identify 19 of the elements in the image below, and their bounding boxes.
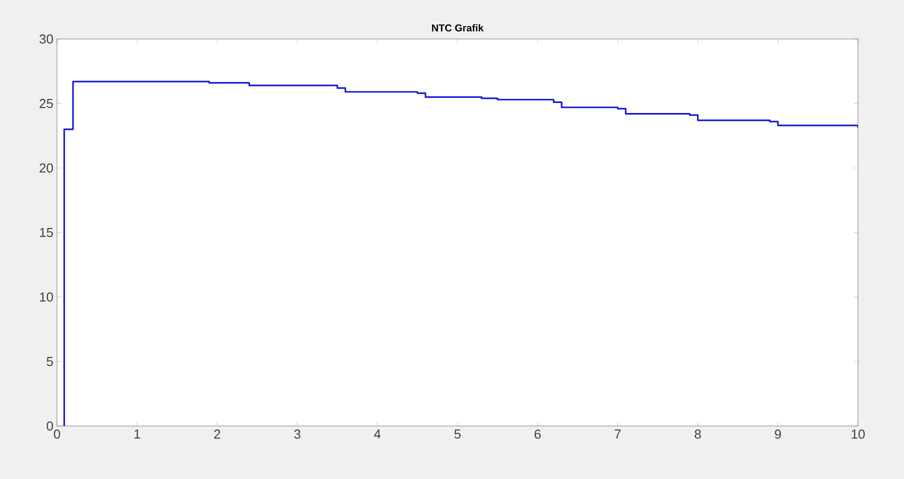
x-tick-label: 1 <box>134 430 140 438</box>
y-tick-label: 15 <box>40 228 53 238</box>
x-tick-label: 5 <box>454 430 461 439</box>
chart-title: NTC Grafik <box>432 24 484 32</box>
y-tick-label: 5 <box>46 356 53 366</box>
x-tick-label: 3 <box>294 430 300 439</box>
y-tick-label: 20 <box>40 163 53 173</box>
x-tick-label: 0 <box>54 430 60 439</box>
x-tick-label: 4 <box>374 430 381 438</box>
x-tick-label: 6 <box>534 430 541 439</box>
y-tick-label: 30 <box>40 34 53 44</box>
y-tick-label: 25 <box>40 98 53 108</box>
x-tick-label: 9 <box>774 430 781 439</box>
y-tick-label: 10 <box>40 292 53 302</box>
x-tick-label: 10 <box>852 430 865 439</box>
x-tick-label: 2 <box>214 430 220 439</box>
x-tick-label: 8 <box>694 430 701 439</box>
y-tick-label: 0 <box>46 421 53 431</box>
x-tick-label: 7 <box>614 430 621 438</box>
